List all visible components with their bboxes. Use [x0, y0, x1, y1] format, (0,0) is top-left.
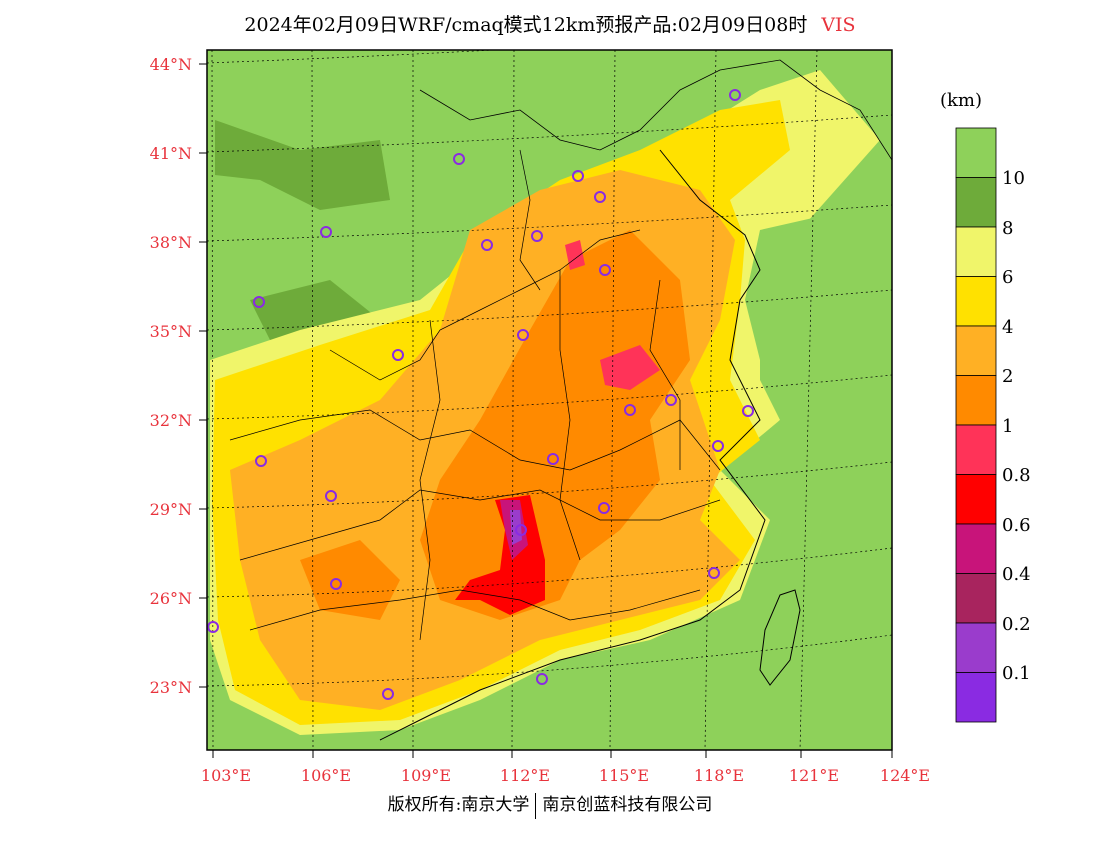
- city-marker: [547, 453, 559, 465]
- colorbar-label: 10: [1002, 168, 1025, 189]
- colorbar-label: 4: [1002, 317, 1014, 338]
- city-marker: [712, 440, 724, 452]
- province-border-6: [559, 270, 581, 561]
- colorbar-label: 6: [1002, 267, 1014, 288]
- coastline: [379, 149, 766, 741]
- colorbar-swatch: [955, 177, 997, 228]
- lat-label: 29°N: [149, 500, 192, 519]
- copyright-owner: 版权所有:南京大学: [387, 795, 530, 815]
- zone-1km: [420, 230, 690, 620]
- province-border-1: [329, 229, 641, 381]
- colorbar-swatch: [955, 672, 997, 723]
- province-border-8: [519, 149, 541, 291]
- colorbar-swatch: [955, 127, 997, 178]
- province-border-5: [419, 319, 441, 641]
- colorbar-swatch: [955, 375, 997, 426]
- lon-label: 121°E: [788, 766, 840, 785]
- lat-label: 35°N: [149, 322, 192, 341]
- city-marker: [320, 226, 332, 238]
- province-border-4: [249, 589, 701, 631]
- lat-label: 41°N: [149, 144, 192, 163]
- lon-ticks: [212, 750, 893, 758]
- lon-label: 124°E: [879, 766, 931, 785]
- city-markers: [207, 89, 754, 700]
- city-marker: [531, 230, 543, 242]
- colorbar-label: 0.4: [1002, 564, 1031, 585]
- zone-0.8km-east: [600, 345, 660, 390]
- colorbar-label: 0.8: [1002, 465, 1031, 486]
- city-marker: [453, 153, 465, 165]
- lat-ticks: [199, 63, 207, 688]
- lon-label: 118°E: [693, 766, 745, 785]
- city-marker: [598, 502, 610, 514]
- colorbar-swatch: [955, 226, 997, 277]
- lat-label: 44°N: [149, 55, 192, 74]
- city-marker: [481, 239, 493, 251]
- sea-area: [560, 200, 892, 750]
- map-frame: [206, 49, 893, 751]
- lon-label: 112°E: [499, 766, 551, 785]
- city-marker: [665, 394, 677, 406]
- colorbar-unit: (km): [940, 90, 983, 111]
- city-marker: [624, 404, 636, 416]
- colorbar-swatch: [955, 424, 997, 475]
- city-marker: [729, 89, 741, 101]
- colorbar-label: 0.1: [1002, 663, 1031, 684]
- colorbar-swatch: [955, 573, 997, 624]
- city-marker: [572, 170, 584, 182]
- colorbar-swatch: [955, 325, 997, 376]
- city-marker: [325, 490, 337, 502]
- colorbar-label: 8: [1002, 218, 1014, 239]
- city-marker: [594, 191, 606, 203]
- city-marker: [255, 455, 267, 467]
- city-marker: [708, 567, 720, 579]
- zone-8km-nw: [215, 120, 390, 210]
- map-area: [207, 50, 892, 750]
- city-marker: [253, 296, 265, 308]
- city-marker: [207, 621, 219, 633]
- colorbar-swatch: [955, 276, 997, 327]
- colorbar-swatch: [955, 622, 997, 673]
- footer-separator: [535, 792, 537, 819]
- graticule: [207, 50, 892, 750]
- taiwan-outline: [759, 589, 801, 686]
- colorbar-swatch: [955, 474, 997, 525]
- title-variable: VIS: [821, 14, 856, 36]
- city-marker: [330, 578, 342, 590]
- lat-label: 32°N: [149, 411, 192, 430]
- colorbar-label: 2: [1002, 366, 1014, 387]
- colorbar-label: 1: [1002, 416, 1014, 437]
- copyright-company: 南京创蓝科技有限公司: [542, 795, 713, 815]
- city-marker: [515, 524, 527, 536]
- colorbar-label: 0.2: [1002, 614, 1031, 635]
- lon-label: 103°E: [200, 766, 252, 785]
- province-border-2: [229, 409, 721, 471]
- city-marker: [536, 673, 548, 685]
- lat-label: 26°N: [149, 589, 192, 608]
- colorbar: [955, 127, 997, 723]
- lon-label: 109°E: [400, 766, 452, 785]
- map-title: 2024年02月09日WRF/cmaq模式12km预报产品:02月09日08时 V…: [0, 10, 1100, 37]
- province-border-7: [649, 279, 681, 470]
- lon-label: 106°E: [300, 766, 352, 785]
- city-marker: [742, 405, 754, 417]
- city-marker: [599, 264, 611, 276]
- zone-1km-sw: [300, 540, 400, 620]
- city-marker: [517, 329, 529, 341]
- lat-label: 38°N: [149, 233, 192, 252]
- copyright-footer: 版权所有:南京大学 南京创蓝科技有限公司: [0, 790, 1100, 819]
- province-border-3: [239, 489, 721, 561]
- colorbar-swatch: [955, 523, 997, 574]
- city-marker: [382, 688, 394, 700]
- colorbar-label: 0.6: [1002, 515, 1031, 536]
- title-main: 2024年02月09日WRF/cmaq模式12km预报产品:02月09日08时: [244, 14, 808, 36]
- lon-label: 115°E: [598, 766, 650, 785]
- north-border: [419, 59, 892, 161]
- city-marker: [392, 349, 404, 361]
- lat-label: 23°N: [149, 678, 192, 697]
